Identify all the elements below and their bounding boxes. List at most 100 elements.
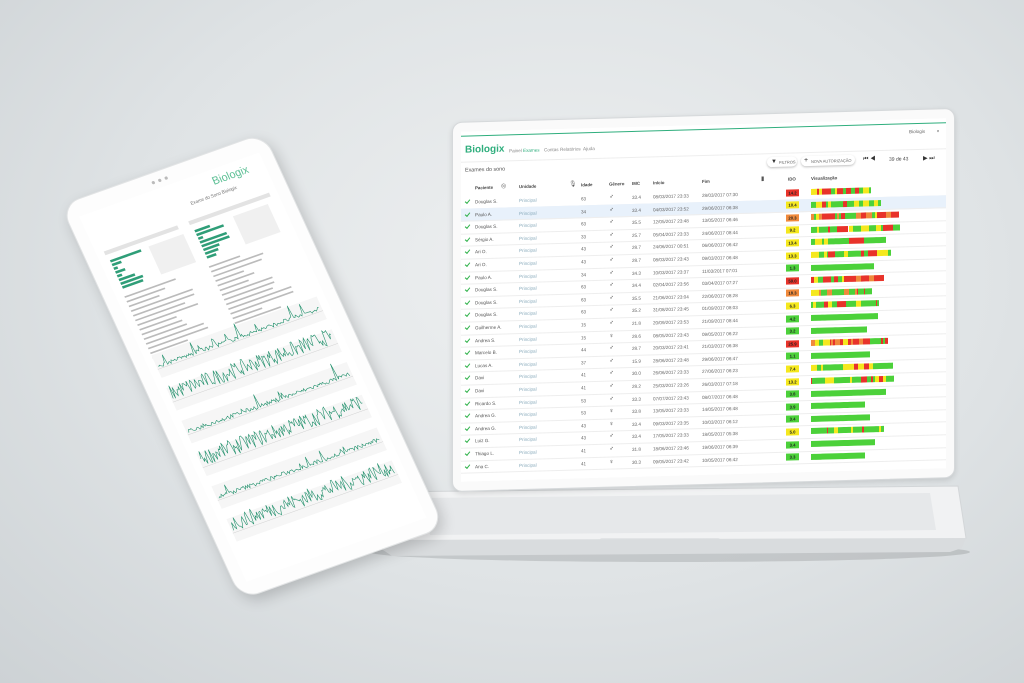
viz-segment [884, 388, 886, 395]
cell: Principal [519, 348, 537, 355]
camera [164, 176, 168, 180]
user-menu[interactable]: Biologix [909, 128, 926, 135]
hist-bar [109, 249, 142, 263]
cell: 28/06/2017 23:48 [653, 357, 689, 364]
viz-segment [876, 300, 880, 307]
gender: ♂ [609, 432, 614, 441]
text-line [137, 302, 199, 326]
cell: Principal [519, 386, 537, 393]
gender: ♀ [609, 332, 614, 340]
cell: 28.6 [632, 333, 641, 339]
cell: 33.4 [632, 421, 641, 427]
nav-item[interactable]: Relatórios [560, 146, 581, 152]
cell: 01/09/2017 08:03 [702, 305, 738, 312]
cell: Principal [519, 424, 537, 430]
text-line [130, 288, 194, 312]
cell: 43 [581, 423, 587, 429]
signal [188, 363, 351, 433]
cell: 35.5 [632, 295, 641, 301]
text-line [234, 306, 282, 324]
cell: 15 [581, 334, 587, 340]
viz-segment [882, 275, 885, 282]
camera [158, 178, 162, 182]
cell: 09/03/2017 06:48 [702, 255, 738, 262]
cell: Principal [519, 462, 537, 468]
column-header: Fim [702, 178, 710, 185]
check-icon [464, 374, 471, 381]
app-screen: Biologix Painel Exames Contas Relatórios Aju… [461, 118, 946, 482]
viz-segment [868, 351, 871, 358]
cell: 63 [581, 309, 587, 315]
cell: Principal [519, 437, 537, 443]
hist-bar [111, 260, 122, 267]
text-line [210, 252, 264, 273]
gender: ♂ [609, 294, 614, 302]
column-header: Unidade [519, 183, 537, 190]
cell: Ari O. [475, 249, 487, 255]
hist-bar [201, 235, 230, 248]
gender: ♂ [609, 369, 614, 378]
cell: 09/05/2017 06:22 [702, 330, 738, 337]
panel [148, 234, 197, 275]
cell: 21/09/2017 08:44 [702, 318, 738, 325]
viz-segment [860, 401, 866, 408]
nav-item[interactable]: Contas [544, 147, 559, 153]
cell: Principal [519, 222, 537, 229]
cell: 05/04/2017 23:33 [653, 231, 689, 238]
filter-button[interactable]: ▼ FILTROS [767, 156, 797, 168]
table: Paciente Unidade Idade Gênero IMC Início Fim ID… [461, 170, 946, 482]
ido-badge: 13.3 [786, 251, 799, 260]
cell: Principal [519, 399, 537, 405]
cell: Principal [519, 197, 537, 204]
icon: ◎ [501, 183, 507, 190]
nav: Painel Exames Contas Relatórios Ajuda [509, 143, 709, 157]
viz-segment [887, 249, 892, 256]
cell: 06/06/2017 06:42 [702, 242, 738, 249]
cell: 34.4 [632, 282, 641, 289]
cell: 20/09/2017 23:53 [653, 319, 689, 326]
base-edge [368, 538, 966, 556]
text-line [139, 316, 177, 331]
hist-bar [116, 273, 123, 278]
cell: 09/05/2017 23:42 [653, 457, 689, 464]
cell: 24/06/2017 08:44 [702, 229, 738, 236]
text-line [232, 307, 263, 320]
cell: 33 [581, 234, 587, 240]
chart-bg [196, 394, 372, 477]
hist-bar [120, 274, 144, 285]
text-line [124, 278, 176, 298]
viz-segment [884, 237, 886, 244]
nav-item[interactable]: Painel [509, 148, 522, 154]
report-graphics [103, 192, 402, 542]
panel [232, 203, 281, 245]
nav-item[interactable]: Exames [523, 147, 540, 154]
cell: 63 [581, 221, 587, 227]
signal [198, 396, 363, 464]
gender: ♂ [609, 269, 614, 277]
gender: ♀ [609, 420, 614, 428]
check-icon [464, 311, 471, 318]
new-button[interactable]: + NOVA AUTORIZAÇÃO [801, 154, 855, 167]
axis [157, 310, 324, 370]
cell: Ari O. [475, 262, 487, 268]
viz-segment [875, 313, 878, 320]
cell: Sérgio A. [475, 236, 494, 243]
section-bar [188, 192, 271, 226]
check-icon [464, 399, 471, 406]
axis [202, 408, 369, 468]
cell: Andrea S. [475, 337, 496, 343]
cell: 03/04/2017 07:27 [702, 280, 738, 287]
keyboard [420, 493, 936, 535]
cell: Principal [519, 361, 537, 367]
pager-prev[interactable]: ⏮ ◀ [863, 156, 876, 163]
ido-badge: 59.0 [786, 276, 799, 285]
cell: 29/06/2017 06:38 [702, 204, 738, 211]
ido-badge: 20.3 [786, 213, 799, 222]
cell: 35.2 [632, 308, 641, 314]
ido-badge: 7.4 [786, 365, 799, 373]
column-header: Paciente [475, 184, 494, 191]
cell: 43 [581, 259, 587, 265]
check-icon [464, 412, 471, 419]
pager-next[interactable]: ▶ ⏭ [923, 155, 935, 162]
nav-item[interactable]: Ajuda [583, 146, 595, 152]
